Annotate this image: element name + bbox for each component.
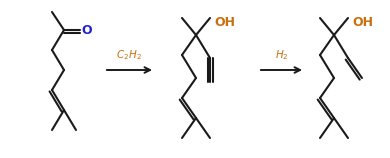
Text: C$_2$H$_2$: C$_2$H$_2$ bbox=[117, 48, 142, 62]
Text: H$_2$: H$_2$ bbox=[275, 48, 288, 62]
Text: OH: OH bbox=[352, 15, 373, 28]
Text: OH: OH bbox=[214, 15, 235, 28]
Text: O: O bbox=[81, 24, 92, 36]
